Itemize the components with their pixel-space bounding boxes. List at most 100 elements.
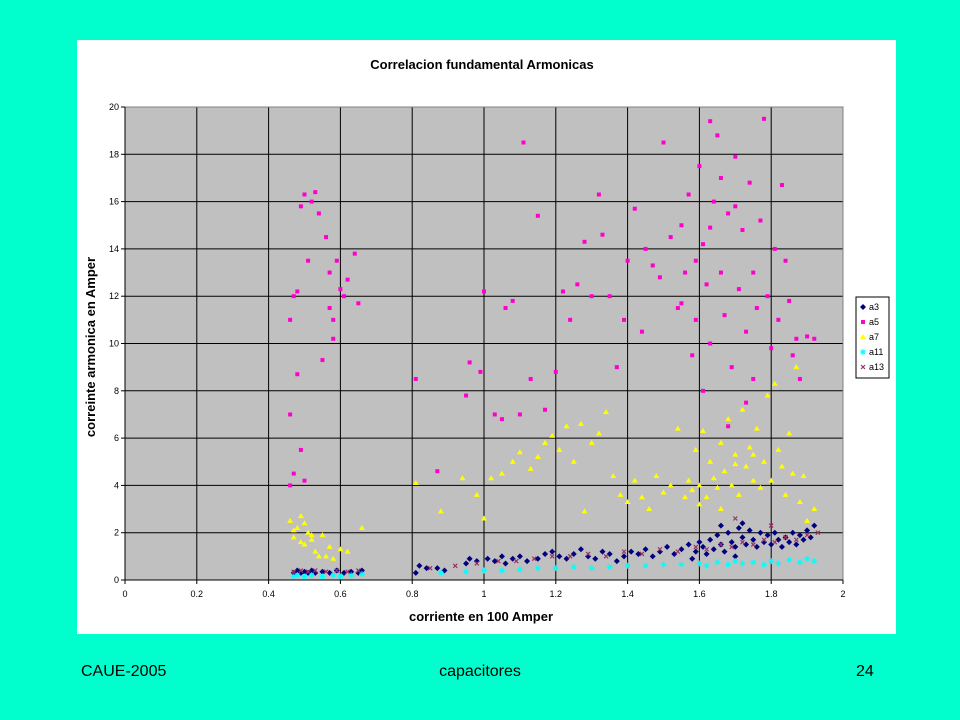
point-a11 xyxy=(301,573,308,580)
point-a11 xyxy=(348,572,355,579)
legend-marker-a11 xyxy=(860,349,866,355)
scatter-chart: Correlacion fundamental Armonicas 0 0.2 0.… xyxy=(83,57,890,624)
point-a5 xyxy=(797,376,802,381)
point-a11 xyxy=(570,563,577,570)
point-a13 xyxy=(474,561,480,566)
point-a11 xyxy=(796,559,803,566)
point-a5 xyxy=(291,294,296,299)
point-a7 xyxy=(750,477,757,483)
point-a5 xyxy=(625,258,630,263)
point-a5 xyxy=(467,360,472,365)
point-a3 xyxy=(416,562,423,569)
y-tick-label: 4 xyxy=(114,480,119,490)
point-a3 xyxy=(556,553,563,560)
point-a5 xyxy=(776,317,781,322)
point-a5 xyxy=(744,400,749,405)
series-a5 xyxy=(288,116,817,488)
point-a7 xyxy=(728,482,735,488)
x-tick-label: 1.4 xyxy=(621,589,634,599)
point-a5 xyxy=(747,180,752,185)
point-a5 xyxy=(503,306,508,311)
point-a11 xyxy=(498,567,505,574)
point-a7 xyxy=(717,506,724,512)
point-a3 xyxy=(570,550,577,557)
point-a13 xyxy=(815,530,821,536)
point-a7 xyxy=(707,458,714,464)
point-a5 xyxy=(568,317,573,322)
legend-label: a3 xyxy=(869,302,879,312)
point-a7 xyxy=(294,524,301,530)
point-a5 xyxy=(794,336,799,341)
legend: a3 a5 a7 a11 a13 xyxy=(855,296,890,379)
point-a5 xyxy=(762,116,767,121)
legend-box xyxy=(855,296,890,379)
point-a3 xyxy=(484,555,491,562)
point-a11 xyxy=(481,567,487,574)
point-a3 xyxy=(412,569,419,576)
point-a7 xyxy=(800,472,807,478)
point-a5 xyxy=(589,294,594,299)
point-a3 xyxy=(628,548,635,555)
point-a5 xyxy=(327,270,332,275)
point-a13 xyxy=(718,542,724,547)
point-a3 xyxy=(696,539,703,546)
point-a7 xyxy=(804,517,811,523)
point-a3 xyxy=(463,560,470,567)
point-a5 xyxy=(510,298,515,303)
point-a3 xyxy=(703,550,710,557)
point-a7 xyxy=(617,491,624,497)
point-a3 xyxy=(714,532,721,539)
point-a3 xyxy=(739,520,746,527)
legend-label: a11 xyxy=(869,347,883,357)
point-a13 xyxy=(334,568,340,573)
point-a11 xyxy=(739,560,746,567)
point-a11 xyxy=(811,558,818,565)
point-a5 xyxy=(679,301,684,306)
point-a13 xyxy=(345,569,351,575)
point-a3 xyxy=(577,546,584,553)
point-a5 xyxy=(320,358,325,363)
point-a3 xyxy=(732,553,739,560)
y-tick-label: 2 xyxy=(114,528,119,538)
point-a7 xyxy=(696,482,703,488)
point-a5 xyxy=(657,275,662,280)
point-a5 xyxy=(790,353,795,358)
point-a5 xyxy=(435,469,440,474)
point-a7 xyxy=(750,451,757,457)
point-a5 xyxy=(769,346,774,351)
point-a3 xyxy=(764,532,771,539)
point-a11 xyxy=(703,562,710,569)
point-a3 xyxy=(811,522,818,529)
point-a5 xyxy=(295,289,300,294)
point-a3 xyxy=(807,534,814,541)
point-a11 xyxy=(761,561,768,568)
point-a13 xyxy=(549,553,555,559)
point-a5 xyxy=(575,282,580,287)
point-a7 xyxy=(674,425,681,431)
point-a5 xyxy=(690,353,695,358)
point-a5 xyxy=(499,417,504,422)
point-a7 xyxy=(789,470,796,476)
y-tick-label: 6 xyxy=(114,433,119,443)
point-a3 xyxy=(542,550,549,557)
point-a5 xyxy=(740,227,745,232)
point-a3 xyxy=(621,553,628,560)
point-a3 xyxy=(746,527,753,534)
point-a5 xyxy=(708,341,713,346)
point-a5 xyxy=(708,119,713,124)
point-a11 xyxy=(678,561,685,568)
point-a5 xyxy=(521,140,526,145)
point-a5 xyxy=(683,270,688,275)
point-a3 xyxy=(717,522,724,529)
point-a7 xyxy=(315,553,322,559)
point-a13 xyxy=(704,546,710,552)
point-a5 xyxy=(331,336,336,341)
point-a7 xyxy=(509,458,516,464)
point-a7 xyxy=(646,506,653,512)
data-points xyxy=(287,116,821,580)
point-a13 xyxy=(793,537,799,543)
x-tick-label: 0 xyxy=(122,589,127,599)
point-a7 xyxy=(771,380,778,386)
point-a5 xyxy=(331,317,336,322)
point-a11 xyxy=(337,573,344,580)
